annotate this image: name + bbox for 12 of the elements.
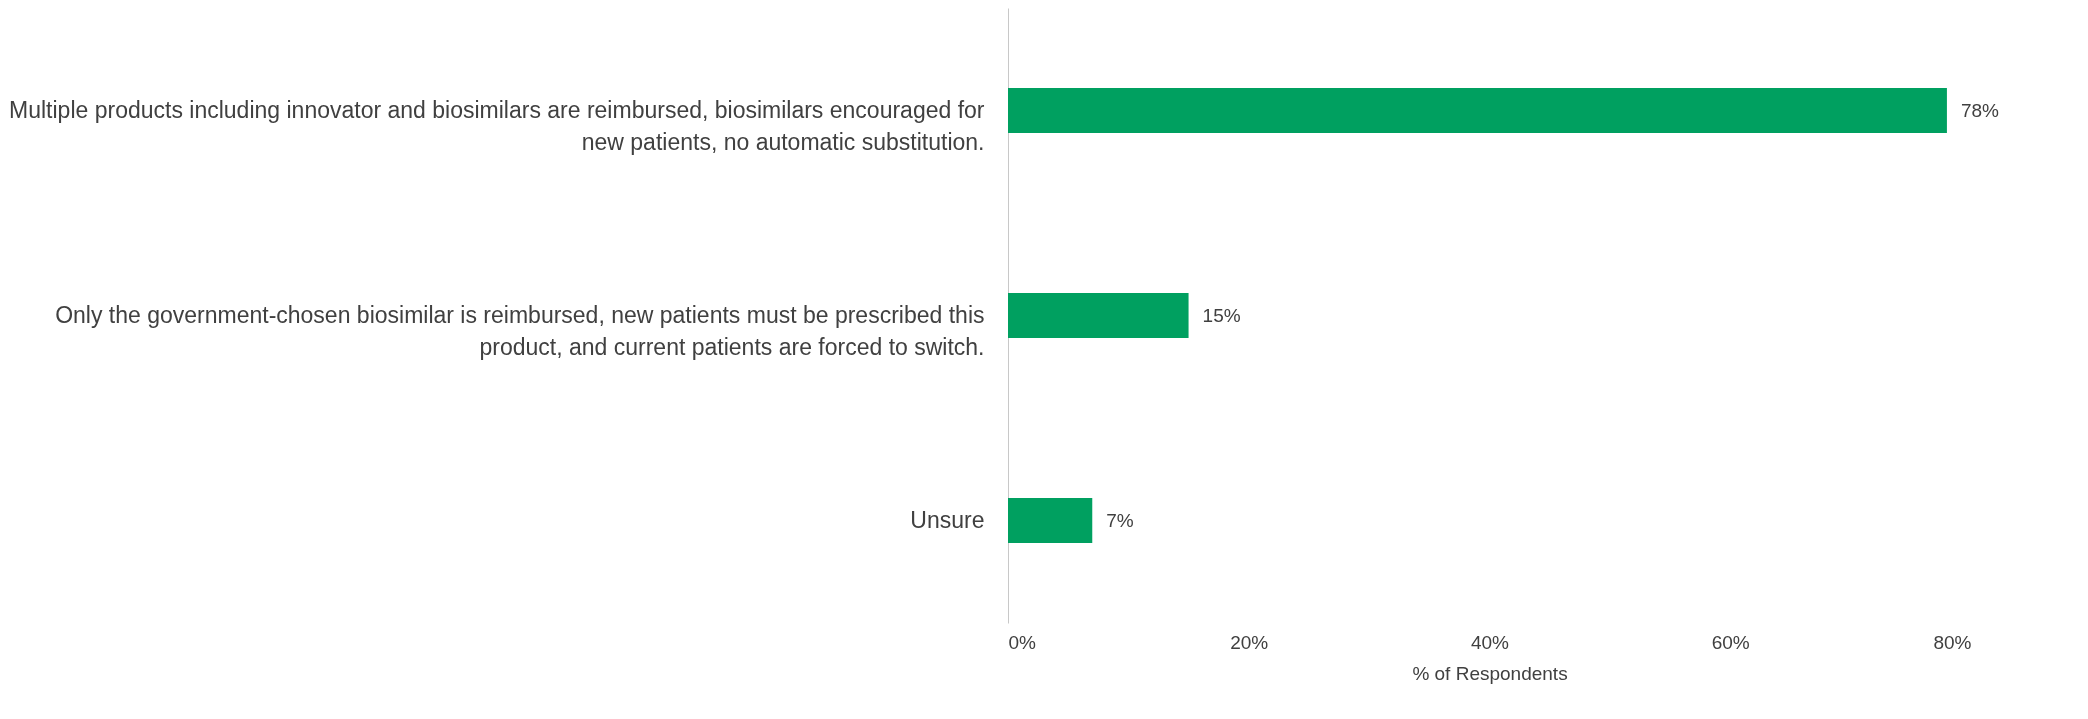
data-label: 7% — [1106, 509, 1134, 531]
x-tick-label: 20% — [1230, 631, 1269, 653]
data-label: 15% — [1202, 304, 1241, 326]
x-axis-title: % of Respondents — [1412, 662, 1568, 684]
y-tick-label: Multiple products including innovator and biosimilars are reimbursed, biosimilars encouraged for new patients, no automatic substitution. — [9, 96, 985, 155]
x-tick-label: 80% — [1933, 631, 1972, 653]
y-tick-label: Unsure — [910, 506, 985, 533]
data-label: 78% — [1960, 99, 2000, 121]
x-tick-label: 60% — [1711, 631, 1750, 653]
y-tick-label: Only the government-chosen biosimilar is reimbursed, new patients must be prescribed this product, and current patients are forced to switch. — [55, 301, 985, 360]
x-tick-label: 40% — [1470, 631, 1510, 653]
x-tick-label: 0% — [1008, 631, 1037, 653]
